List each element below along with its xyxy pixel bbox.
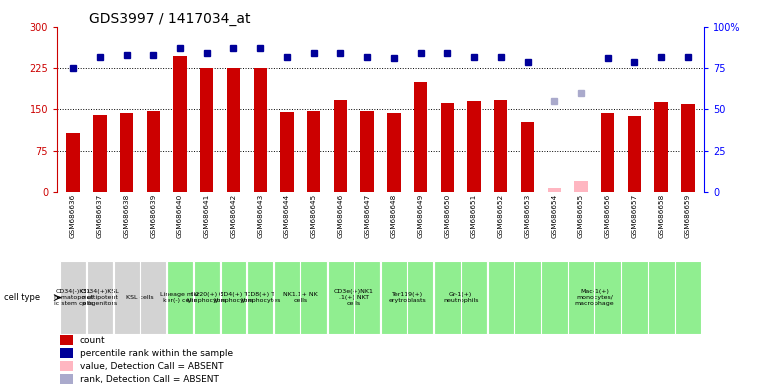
- Bar: [628, 116, 641, 192]
- Bar: [60, 348, 73, 358]
- Bar: [327, 261, 380, 334]
- Text: GSM686659: GSM686659: [685, 194, 691, 238]
- Text: GSM686655: GSM686655: [578, 194, 584, 238]
- Bar: [654, 102, 668, 192]
- Bar: [60, 335, 73, 345]
- Bar: [381, 261, 434, 334]
- Text: GSM686638: GSM686638: [123, 194, 129, 238]
- Text: CD34(+)KSL
multipotent
progenitors: CD34(+)KSL multipotent progenitors: [81, 289, 119, 306]
- Bar: [247, 261, 273, 334]
- Text: GSM686657: GSM686657: [632, 194, 638, 238]
- Bar: [414, 82, 427, 192]
- Bar: [361, 111, 374, 192]
- Bar: [280, 112, 294, 192]
- Bar: [601, 113, 614, 192]
- Bar: [334, 99, 347, 192]
- Text: GDS3997 / 1417034_at: GDS3997 / 1417034_at: [90, 12, 251, 26]
- Bar: [60, 261, 86, 334]
- Bar: [174, 56, 186, 192]
- Text: GSM686654: GSM686654: [551, 194, 557, 238]
- Text: count: count: [80, 336, 105, 344]
- Bar: [494, 99, 508, 192]
- Text: CD3e(+)NK1
.1(+) NKT
cells: CD3e(+)NK1 .1(+) NKT cells: [334, 289, 374, 306]
- Text: GSM686653: GSM686653: [524, 194, 530, 238]
- Bar: [274, 261, 326, 334]
- Bar: [488, 261, 701, 334]
- Text: GSM686658: GSM686658: [658, 194, 664, 238]
- Bar: [221, 261, 247, 334]
- Text: KSL cells: KSL cells: [126, 295, 154, 300]
- Bar: [575, 181, 587, 192]
- Bar: [147, 111, 160, 192]
- Text: B220(+) B
lymphocytes: B220(+) B lymphocytes: [186, 292, 227, 303]
- Text: Lineage mar
ker(-) cells: Lineage mar ker(-) cells: [161, 292, 200, 303]
- Bar: [167, 261, 193, 334]
- Bar: [200, 68, 213, 192]
- Text: GSM686642: GSM686642: [231, 194, 237, 238]
- Text: Gr-1(+)
neutrophils: Gr-1(+) neutrophils: [443, 292, 479, 303]
- Text: GSM686643: GSM686643: [257, 194, 263, 238]
- Text: CD8(+) T
lymphocytes: CD8(+) T lymphocytes: [240, 292, 280, 303]
- Text: GSM686640: GSM686640: [177, 194, 183, 238]
- Bar: [60, 361, 73, 371]
- Text: Mac-1(+)
monocytes/
macrophage: Mac-1(+) monocytes/ macrophage: [575, 289, 614, 306]
- Text: CD4(+) T
lymphocytes: CD4(+) T lymphocytes: [213, 292, 253, 303]
- Text: NK1.1+ NK
cells: NK1.1+ NK cells: [283, 292, 317, 303]
- Text: GSM686647: GSM686647: [364, 194, 370, 238]
- Bar: [87, 261, 113, 334]
- Text: GSM686650: GSM686650: [444, 194, 451, 238]
- Text: GSM686639: GSM686639: [151, 194, 156, 238]
- Text: GSM686646: GSM686646: [337, 194, 343, 238]
- Bar: [548, 188, 561, 192]
- Bar: [307, 111, 320, 192]
- Bar: [435, 261, 487, 334]
- Text: GSM686637: GSM686637: [97, 194, 103, 238]
- Text: value, Detection Call = ABSENT: value, Detection Call = ABSENT: [80, 361, 223, 371]
- Bar: [441, 103, 454, 192]
- Text: GSM686645: GSM686645: [310, 194, 317, 238]
- Bar: [681, 104, 695, 192]
- Text: cell type: cell type: [4, 293, 40, 302]
- Bar: [387, 113, 400, 192]
- Text: GSM686648: GSM686648: [391, 194, 397, 238]
- Text: rank, Detection Call = ABSENT: rank, Detection Call = ABSENT: [80, 374, 218, 384]
- Text: GSM686644: GSM686644: [284, 194, 290, 238]
- Bar: [66, 132, 80, 192]
- Bar: [93, 115, 107, 192]
- Bar: [253, 68, 267, 192]
- Text: CD34(-)KSL
hematopoiet
ic stem cells: CD34(-)KSL hematopoiet ic stem cells: [53, 289, 94, 306]
- Text: percentile rank within the sample: percentile rank within the sample: [80, 349, 233, 358]
- Text: GSM686651: GSM686651: [471, 194, 477, 238]
- Text: GSM686649: GSM686649: [418, 194, 424, 238]
- Bar: [227, 68, 240, 192]
- Bar: [521, 122, 534, 192]
- Bar: [60, 374, 73, 384]
- Bar: [194, 261, 220, 334]
- Text: GSM686636: GSM686636: [70, 194, 76, 238]
- Text: GSM686656: GSM686656: [605, 194, 610, 238]
- Bar: [467, 101, 481, 192]
- Bar: [113, 261, 166, 334]
- Text: GSM686652: GSM686652: [498, 194, 504, 238]
- Bar: [120, 113, 133, 192]
- Text: Ter119(+)
erytroblasts: Ter119(+) erytroblasts: [388, 292, 426, 303]
- Text: GSM686641: GSM686641: [204, 194, 210, 238]
